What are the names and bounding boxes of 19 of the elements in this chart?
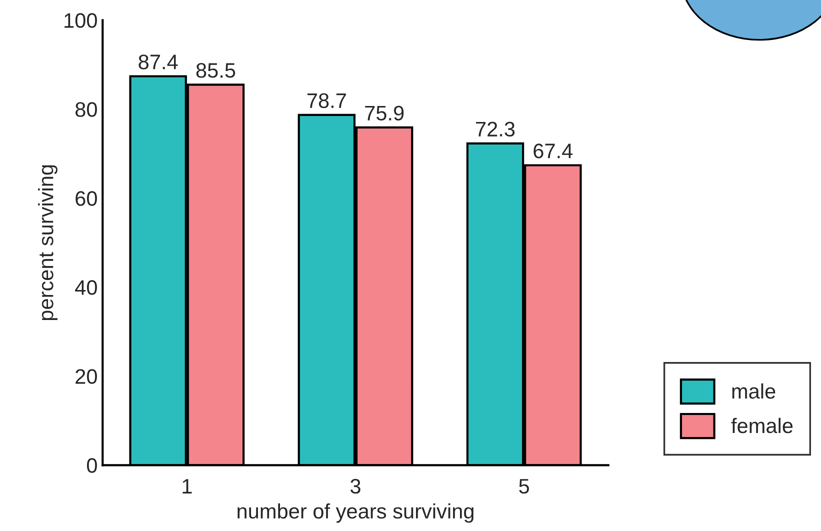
legend-label: male [732,383,776,399]
data-label: 67.4 [534,144,573,158]
data-label: 87.4 [138,54,178,70]
data-label: 85.5 [196,63,236,78]
data-label: 75.9 [365,106,404,121]
y-tick-label: 100 [64,13,97,28]
x-tick-label: 1 [182,479,192,494]
x-tick-label: 5 [519,479,529,494]
x-axis-title: number of years surviving [238,503,474,523]
y-axis-title: percent surviving [38,165,58,320]
y-tick-label: 60 [76,191,97,206]
y-tick-label: 80 [76,102,97,117]
y-tick-label: 20 [76,369,97,384]
data-label: 78.7 [307,93,346,108]
data-label: 72.3 [476,122,515,137]
y-tick-label: 0 [86,458,97,473]
legend-label: female [731,418,793,434]
y-tick-label: 40 [75,280,97,295]
x-tick-label: 3 [350,478,360,494]
